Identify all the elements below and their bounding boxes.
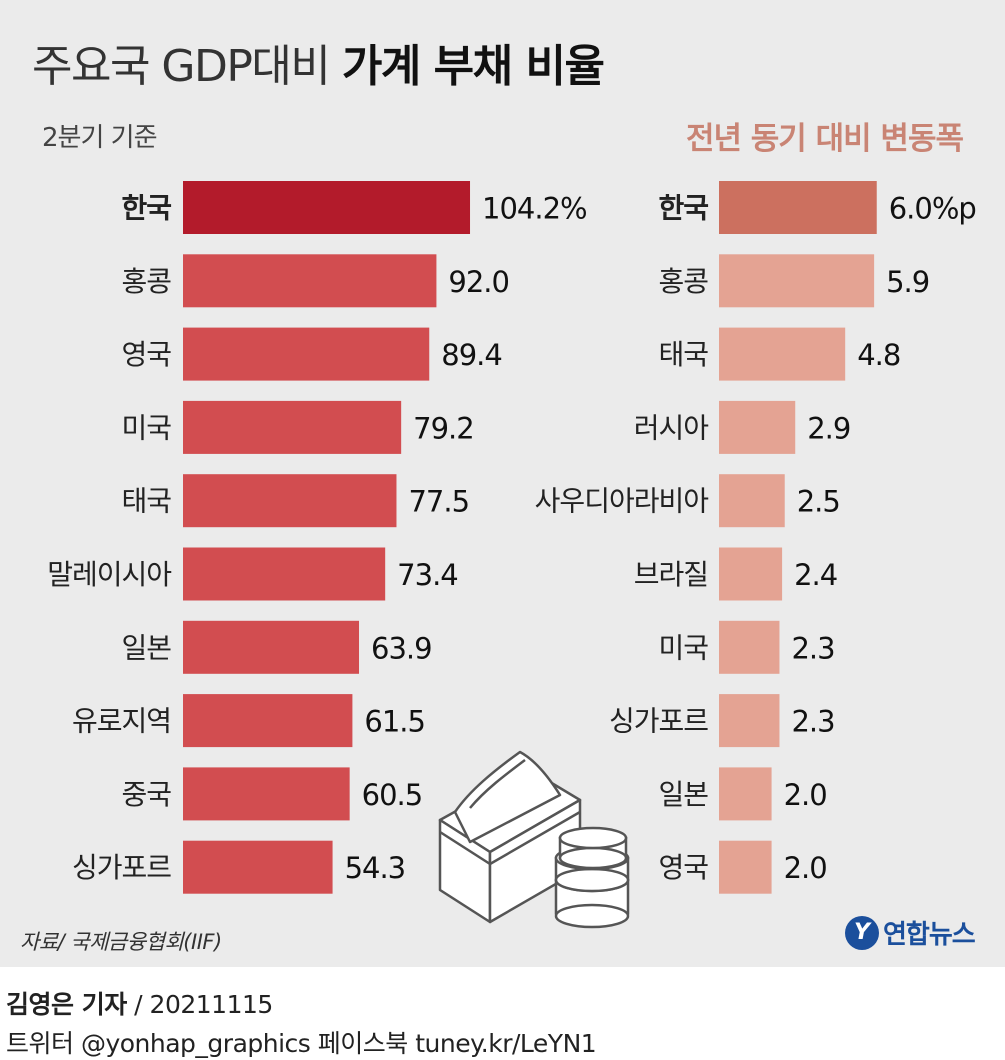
bar: [183, 547, 386, 601]
value-label: 63.9: [371, 631, 432, 665]
chart-area: 한국 104.2% 홍콩 92.0 영국 89.4 미국 79.2 태국 77.5 말레이시아 73.…: [47, 181, 977, 929]
coins-icon: [554, 826, 630, 929]
category-label: 미국: [658, 631, 708, 664]
credit-line: 김영은 기자 / 20211115: [6, 985, 273, 1021]
category-label: 한국: [658, 192, 708, 225]
bar: [183, 474, 397, 528]
category-label: 태국: [121, 485, 171, 518]
yonhap-logo: Y 연합뉴스: [845, 914, 976, 951]
value-label: 104.2%: [482, 192, 587, 226]
chart-subtitle: 2분기 기준: [42, 123, 157, 153]
money-stack-icon: [438, 750, 582, 924]
bar: [183, 327, 430, 381]
bar: [719, 620, 780, 674]
category-label: 사우디아라비아: [535, 485, 709, 518]
value-label: 73.4: [397, 558, 458, 592]
bar: [719, 767, 772, 821]
bar: [183, 620, 360, 674]
category-label: 태국: [658, 338, 708, 371]
category-label: 영국: [121, 338, 171, 371]
social-links: 트위터 @yonhap_graphics 페이스북 tuney.kr/LeYN1: [6, 1029, 597, 1058]
debt-ratio-chart: 한국 104.2% 홍콩 92.0 영국 89.4 미국 79.2 태국 77.5 말레이시아 73.…: [47, 181, 588, 894]
right-chart-title: 전년 동기 대비 변동폭: [685, 121, 964, 157]
category-label: 브라질: [634, 558, 708, 591]
value-label: 79.2: [413, 411, 474, 445]
publish-date: / 20211115: [134, 990, 273, 1019]
bar: [183, 840, 333, 894]
category-label: 유로지역: [72, 705, 171, 738]
bar: [719, 400, 796, 454]
category-label: 일본: [121, 631, 171, 664]
category-label: 영국: [658, 851, 708, 884]
value-label: 2.4: [794, 558, 837, 592]
page-title: 주요국 GDP대비 가계 부채 비율: [32, 30, 605, 94]
category-label: 홍콩: [121, 265, 171, 298]
value-label: 89.4: [441, 338, 502, 372]
category-label: 미국: [121, 411, 171, 444]
category-label: 홍콩: [658, 265, 708, 298]
value-label: 5.9: [886, 265, 929, 299]
value-label: 92.0: [448, 265, 509, 299]
value-label: 2.9: [807, 411, 850, 445]
category-label: 일본: [658, 778, 708, 811]
value-label: 2.0: [784, 851, 827, 885]
bar: [719, 327, 846, 381]
category-label: 말레이시아: [47, 558, 171, 591]
title-bold: 가계 부채 비율: [341, 41, 605, 92]
yonhap-logo-text: 연합뉴스: [883, 920, 976, 950]
value-label: 2.5: [797, 485, 840, 519]
bar: [183, 181, 471, 234]
yonhap-logo-icon: Y: [845, 915, 879, 950]
value-label: 4.8: [857, 338, 900, 372]
value-label: 2.3: [791, 705, 834, 739]
bar: [183, 694, 353, 748]
bar: [183, 767, 350, 821]
category-label: 한국: [121, 192, 171, 225]
category-label: 싱가포르: [72, 851, 171, 884]
bar: [719, 474, 785, 528]
title-light: 주요국 GDP대비: [32, 41, 331, 92]
category-label: 러시아: [634, 411, 709, 444]
value-label: 77.5: [408, 485, 469, 519]
bar: [719, 254, 875, 308]
bar: [183, 254, 437, 308]
category-label: 중국: [121, 778, 171, 811]
value-label: 61.5: [364, 705, 425, 739]
bar: [719, 181, 877, 234]
value-label: 6.0%p: [889, 192, 976, 226]
value-label: 60.5: [362, 778, 423, 812]
bar: [719, 840, 772, 894]
bar: [719, 547, 783, 601]
value-label: 2.3: [791, 631, 834, 665]
category-label: 싱가포르: [609, 705, 708, 738]
value-label: 54.3: [345, 851, 406, 885]
value-label: 2.0: [784, 778, 827, 812]
reporter-name: 김영은 기자: [6, 990, 127, 1019]
bar: [183, 400, 402, 454]
data-source: 자료/ 국제금융협회(IIF): [20, 930, 222, 954]
bar: [719, 694, 780, 748]
yoy-change-chart: 한국 6.0%p 홍콩 5.9 태국 4.8 러시아 2.9 사우디아라비아 2.5 브라질 2.4 미…: [535, 181, 977, 894]
